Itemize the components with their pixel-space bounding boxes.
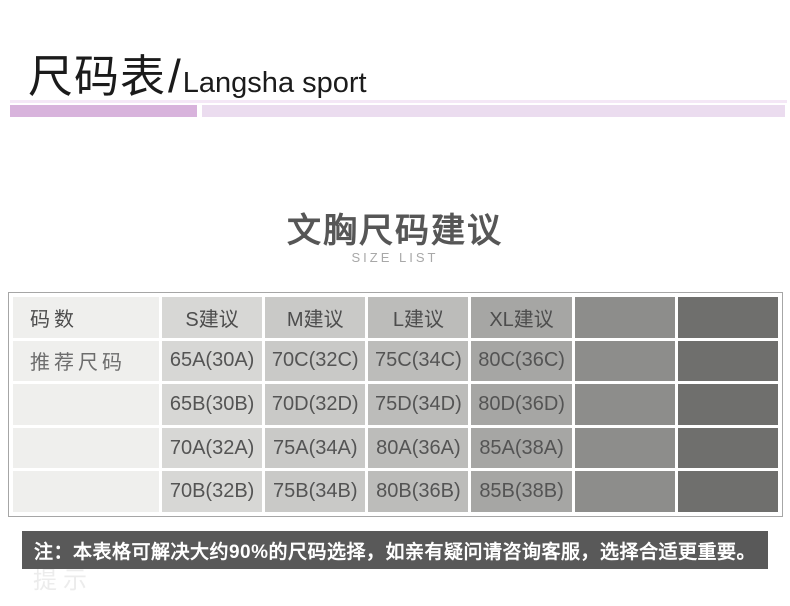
table-cell: 70B(32B) bbox=[162, 471, 263, 512]
title-chinese: 尺码表 bbox=[28, 51, 167, 102]
table-row-label: 推荐尺码 bbox=[13, 340, 159, 382]
size-table: 码数 S建议 M建议 L建议 XL建议 推荐尺码 65A(30A) 70C(32… bbox=[8, 292, 783, 517]
note-banner: 注：本表格可解决大约90%的尺码选择，如亲有疑问请咨询客服，选择合适更重要。 bbox=[22, 531, 768, 569]
table-header-cell: S建议 bbox=[162, 297, 263, 338]
table-cell: 80A(36A) bbox=[368, 427, 469, 469]
table-cell bbox=[574, 340, 675, 382]
page-title: 尺码表 / Langsha sport bbox=[28, 40, 367, 105]
title-english: Langsha sport bbox=[182, 67, 367, 99]
table-header-cell: XL建议 bbox=[471, 297, 572, 338]
table-cell bbox=[677, 340, 778, 382]
table-cell: 70C(32C) bbox=[265, 340, 366, 382]
table-cell bbox=[677, 384, 778, 425]
table-cell bbox=[574, 471, 675, 512]
section-title: 文胸尺码建议 bbox=[287, 212, 503, 250]
table-cell: 85A(38A) bbox=[471, 427, 572, 469]
table-header-cell bbox=[677, 297, 778, 338]
accent-bar-dark bbox=[10, 105, 197, 117]
table-header-cell: 码数 bbox=[13, 297, 159, 338]
title-separator: / bbox=[168, 50, 181, 102]
table-header-cell: L建议 bbox=[368, 297, 469, 338]
table-cell: 80B(36B) bbox=[368, 471, 469, 512]
note-text: 注：本表格可解决大约90%的尺码选择，如亲有疑问请咨询客服，选择合适更重要。 bbox=[33, 541, 757, 563]
table-cell: 70D(32D) bbox=[265, 384, 366, 425]
table-cell: 75C(34C) bbox=[368, 340, 469, 382]
table-cell: 80D(36D) bbox=[471, 384, 572, 425]
table-row-label bbox=[13, 384, 159, 425]
table-cell: 75D(34D) bbox=[368, 384, 469, 425]
divider-line bbox=[10, 100, 787, 103]
accent-bar-light bbox=[202, 105, 785, 117]
table-header-cell bbox=[574, 297, 675, 338]
hint-text: 提示 bbox=[33, 567, 93, 594]
size-table-grid: 码数 S建议 M建议 L建议 XL建议 推荐尺码 65A(30A) 70C(32… bbox=[13, 297, 778, 512]
table-cell bbox=[574, 384, 675, 425]
table-cell: 65A(30A) bbox=[162, 340, 263, 382]
section-subtitle: SIZE LIST bbox=[351, 250, 439, 265]
table-header-cell: M建议 bbox=[265, 297, 366, 338]
table-cell bbox=[677, 471, 778, 512]
table-cell: 75A(34A) bbox=[265, 427, 366, 469]
table-row-label bbox=[13, 427, 159, 469]
table-cell bbox=[574, 427, 675, 469]
table-cell bbox=[677, 427, 778, 469]
table-cell: 85B(38B) bbox=[471, 471, 572, 512]
table-cell: 65B(30B) bbox=[162, 384, 263, 425]
table-cell: 75B(34B) bbox=[265, 471, 366, 512]
table-cell: 80C(36C) bbox=[471, 340, 572, 382]
table-cell: 70A(32A) bbox=[162, 427, 263, 469]
table-row-label bbox=[13, 471, 159, 512]
